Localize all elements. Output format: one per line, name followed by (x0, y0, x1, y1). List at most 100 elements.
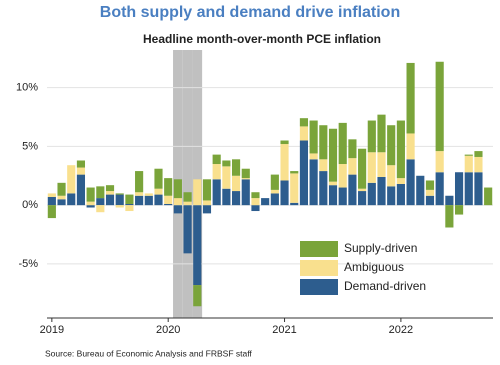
bar-segment (338, 164, 347, 188)
bar-segment (154, 188, 163, 195)
bar-segment (96, 186, 105, 199)
bar-segment (299, 126, 309, 141)
bar-segment (319, 159, 328, 172)
bar-segment (309, 153, 318, 160)
bar-segment (454, 172, 464, 206)
bar-segment (241, 179, 250, 206)
bar-segment (76, 160, 86, 168)
bar-segment (173, 179, 182, 199)
bar-segment (358, 191, 367, 206)
bar-segment (358, 148, 367, 189)
bar-segment (387, 125, 396, 166)
bar-segment (445, 205, 454, 228)
bar-segment (387, 186, 396, 206)
bar-segment (454, 205, 464, 215)
bar-segment (222, 160, 231, 167)
bar-segment (183, 205, 192, 254)
bar-segment (86, 201, 95, 206)
bar-segment (105, 191, 115, 195)
bar-segment (406, 159, 415, 206)
bar-segment (154, 168, 163, 189)
bar-segment (406, 133, 415, 160)
bar-segment (125, 203, 134, 206)
bar-segment (290, 173, 299, 203)
bar-segment (280, 140, 289, 145)
bar-segment (251, 198, 260, 206)
bar-segment (105, 194, 115, 206)
bar-segment (144, 195, 153, 206)
bar-segment (115, 205, 124, 208)
bar-segment (173, 205, 182, 214)
bar-segment (358, 188, 367, 192)
chart-subtitle: Headline month-over-month PCE inflation (143, 32, 381, 46)
bar-segment (348, 139, 357, 159)
bar-segment (406, 62, 415, 134)
bar-segment (280, 180, 289, 206)
bar-segment (222, 188, 231, 206)
bar-segment (377, 114, 386, 153)
x-tick-label: 2019 (40, 324, 64, 336)
bar-segment (416, 175, 425, 206)
bar-segment (280, 144, 289, 181)
source-note: Source: Bureau of Economic Analysis and … (45, 348, 252, 358)
bar-segment (212, 164, 221, 180)
bar-segment (387, 165, 396, 187)
bar-segment (193, 285, 202, 307)
bar-segment (144, 193, 153, 196)
bar-segment (86, 205, 95, 208)
bar-segment (76, 174, 86, 206)
recession-shade (182, 50, 193, 318)
bar-segment (367, 120, 376, 153)
bar-segment (290, 171, 299, 174)
bar-segment (290, 202, 299, 206)
bar-segment (241, 178, 250, 180)
bar-segment (425, 180, 435, 190)
bar-segment (251, 192, 260, 199)
bar-segment (67, 193, 76, 206)
bar-segment (164, 178, 173, 196)
bar-segment (367, 182, 376, 206)
bar-segment (115, 193, 124, 195)
bar-segment (396, 184, 405, 206)
bar-segment (135, 192, 144, 196)
legend-label: Ambiguous (344, 260, 404, 274)
bar-segment (222, 166, 231, 189)
bar-segment (270, 193, 279, 206)
y-tick-label: 10% (16, 82, 38, 94)
bar-segment (377, 176, 386, 206)
bar-segment (96, 205, 105, 213)
bar-segment (212, 154, 221, 165)
legend-label: Demand-driven (344, 279, 426, 293)
bar-segment (67, 165, 76, 194)
bar-segment (193, 179, 202, 206)
bar-segment (474, 151, 483, 157)
bar-segment (270, 174, 279, 190)
bar-segment (474, 172, 483, 206)
bar-segment (57, 182, 66, 196)
bar-segment (435, 151, 444, 173)
bar-segment (299, 140, 309, 206)
y-tick-label: 0% (22, 199, 38, 211)
x-tick-label: 2021 (272, 324, 296, 336)
bar-segment (164, 203, 173, 206)
bar-segment (484, 187, 493, 206)
bar-segment (57, 195, 66, 200)
bar-segment (193, 205, 202, 286)
bar-segment (202, 205, 212, 214)
bar-segment (464, 172, 473, 206)
bar-segment (251, 205, 260, 212)
legend-swatch (300, 260, 338, 276)
bar-segment (425, 189, 435, 196)
bar-segment (115, 194, 124, 206)
bar-segment (57, 199, 66, 206)
bar-segment (164, 195, 173, 204)
bar-segment (445, 195, 454, 206)
bar-segment (47, 196, 56, 206)
bar-segment (319, 171, 328, 206)
y-tick-label: -5% (18, 258, 38, 270)
bar-segment (231, 175, 241, 192)
bar-segment (367, 152, 376, 183)
bar-segment (183, 192, 192, 202)
